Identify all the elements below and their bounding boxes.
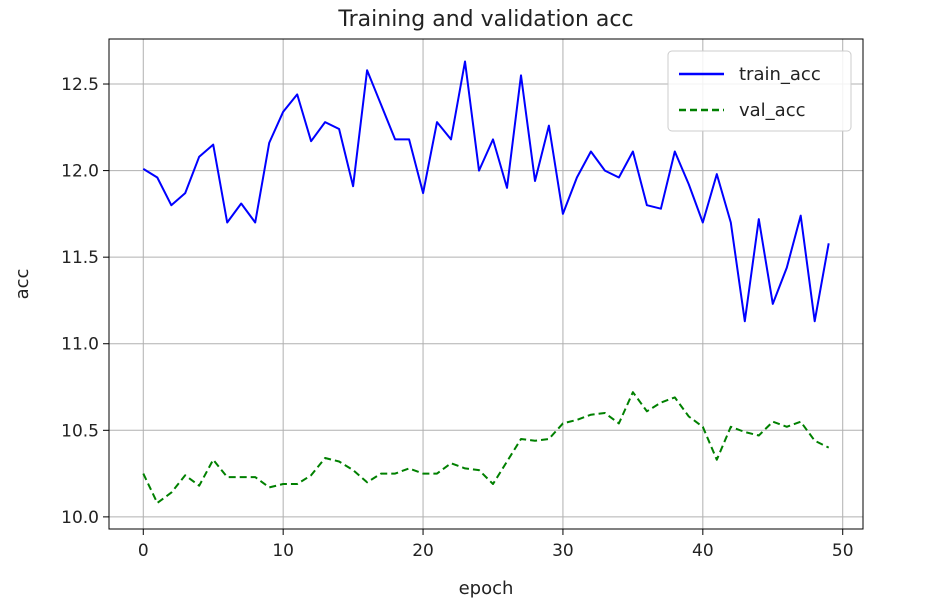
x-tick-label: 20: [412, 541, 434, 561]
x-tick-label: 50: [832, 541, 854, 561]
y-axis-label: acc: [12, 269, 33, 300]
y-tick-label: 10.5: [61, 421, 99, 441]
x-tick-label: 0: [138, 541, 149, 561]
y-axis-ticks: 10.0 10.5 11.0 11.5 12.0 12.5: [61, 75, 109, 528]
legend-label-train-acc: train_acc: [739, 64, 821, 85]
y-tick-label: 11.0: [61, 335, 99, 355]
x-tick-label: 10: [272, 541, 294, 561]
series-line-train-acc: [142, 60, 830, 323]
y-tick-label: 12.0: [61, 162, 99, 182]
x-tick-label: 40: [692, 541, 714, 561]
chart-legend: train_acc val_acc: [667, 50, 852, 132]
chart-title: Training and validation acc: [337, 7, 633, 32]
y-tick-label: 12.5: [61, 75, 99, 95]
y-tick-label: 10.0: [61, 508, 99, 528]
x-axis-label: epoch: [459, 578, 514, 599]
plot-area-frame: [108, 38, 864, 530]
legend-label-val-acc: val_acc: [739, 100, 806, 121]
series-line-val-acc: [142, 391, 830, 504]
y-tick-label: 11.5: [61, 248, 99, 268]
x-axis-ticks: 0 10 20 30 40 50: [138, 529, 854, 561]
x-tick-label: 30: [552, 541, 574, 561]
series-lines: [142, 60, 830, 504]
